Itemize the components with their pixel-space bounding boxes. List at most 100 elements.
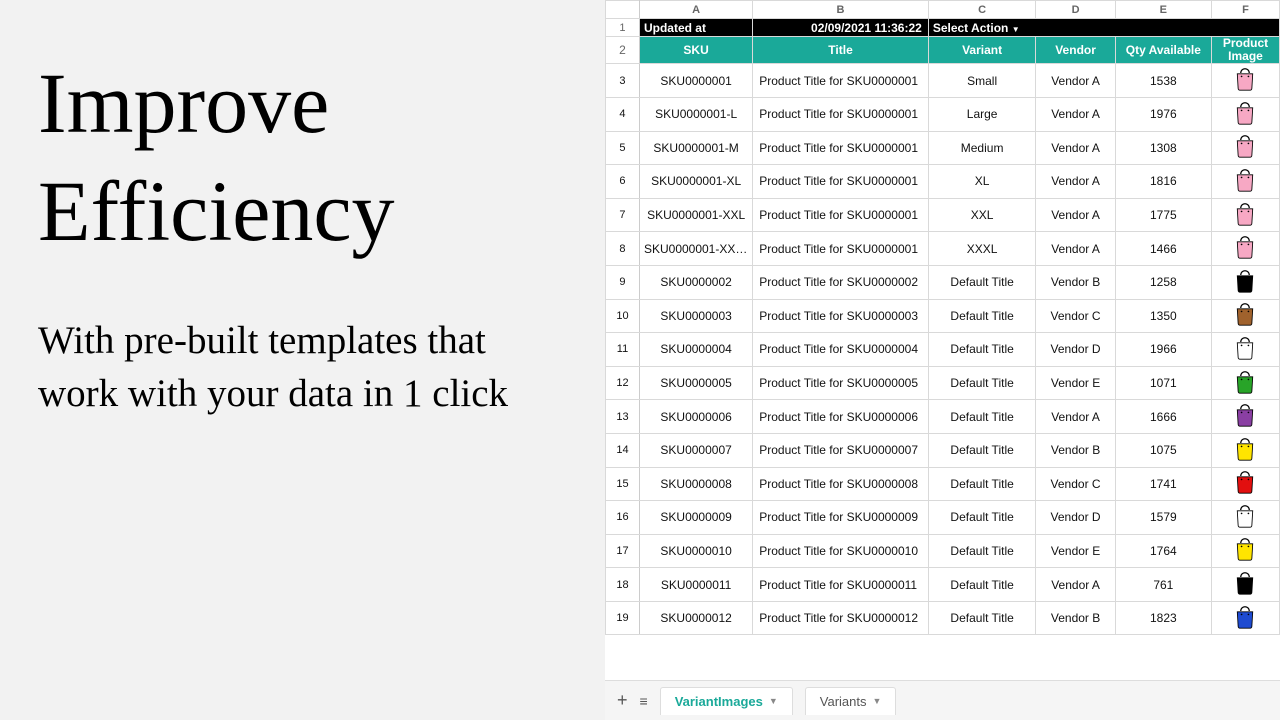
cell-vendor[interactable]: Vendor D — [1036, 333, 1115, 367]
cell-title[interactable]: Product Title for SKU0000010 — [753, 534, 929, 568]
cell-variant[interactable]: Default Title — [928, 601, 1036, 635]
cell-vendor[interactable]: Vendor B — [1036, 601, 1115, 635]
cell-sku[interactable]: SKU0000001-XXL — [639, 198, 752, 232]
row-num[interactable]: 16 — [606, 501, 640, 535]
cell-qty[interactable]: 1976 — [1115, 97, 1211, 131]
table-row[interactable]: 14 SKU0000007 Product Title for SKU00000… — [606, 433, 1280, 467]
cell-sku[interactable]: SKU0000002 — [639, 265, 752, 299]
row-num[interactable]: 12 — [606, 366, 640, 400]
table-row[interactable]: 16 SKU0000009 Product Title for SKU00000… — [606, 501, 1280, 535]
table-row[interactable]: 17 SKU0000010 Product Title for SKU00000… — [606, 534, 1280, 568]
row-num[interactable]: 4 — [606, 97, 640, 131]
row-num[interactable]: 8 — [606, 232, 640, 266]
cell-sku[interactable]: SKU0000001 — [639, 64, 752, 98]
cell-vendor[interactable]: Vendor A — [1036, 64, 1115, 98]
cell-image[interactable] — [1211, 265, 1279, 299]
cell-image[interactable] — [1211, 333, 1279, 367]
table-row[interactable]: 9 SKU0000002 Product Title for SKU000000… — [606, 265, 1280, 299]
cell-image[interactable] — [1211, 467, 1279, 501]
table-row[interactable]: 18 SKU0000011 Product Title for SKU00000… — [606, 568, 1280, 602]
tab-variant-images[interactable]: VariantImages ▼ — [660, 687, 793, 715]
cell-vendor[interactable]: Vendor A — [1036, 131, 1115, 165]
select-action-dropdown[interactable]: Select Action ▼ — [928, 19, 1279, 37]
cell-qty[interactable]: 1075 — [1115, 433, 1211, 467]
cell-title[interactable]: Product Title for SKU0000001 — [753, 64, 929, 98]
cell-qty[interactable]: 1350 — [1115, 299, 1211, 333]
row-num[interactable]: 15 — [606, 467, 640, 501]
row-num[interactable]: 19 — [606, 601, 640, 635]
cell-variant[interactable]: Default Title — [928, 366, 1036, 400]
cell-sku[interactable]: SKU0000005 — [639, 366, 752, 400]
cell-image[interactable] — [1211, 501, 1279, 535]
cell-qty[interactable]: 1466 — [1115, 232, 1211, 266]
cell-sku[interactable]: SKU0000012 — [639, 601, 752, 635]
header-title[interactable]: Title — [753, 37, 929, 64]
cell-image[interactable] — [1211, 165, 1279, 199]
cell-title[interactable]: Product Title for SKU0000009 — [753, 501, 929, 535]
cell-variant[interactable]: Default Title — [928, 265, 1036, 299]
tab-variants[interactable]: Variants ▼ — [805, 687, 897, 715]
header-vendor[interactable]: Vendor — [1036, 37, 1115, 64]
cell-image[interactable] — [1211, 232, 1279, 266]
cell-sku[interactable]: SKU0000003 — [639, 299, 752, 333]
cell-sku[interactable]: SKU0000007 — [639, 433, 752, 467]
cell-title[interactable]: Product Title for SKU0000001 — [753, 131, 929, 165]
header-variant[interactable]: Variant — [928, 37, 1036, 64]
cell-sku[interactable]: SKU0000004 — [639, 333, 752, 367]
cell-image[interactable] — [1211, 568, 1279, 602]
cell-title[interactable]: Product Title for SKU0000011 — [753, 568, 929, 602]
table-row[interactable]: 10 SKU0000003 Product Title for SKU00000… — [606, 299, 1280, 333]
cell-image[interactable] — [1211, 534, 1279, 568]
table-row[interactable]: 5 SKU0000001-M Product Title for SKU0000… — [606, 131, 1280, 165]
cell-variant[interactable]: Small — [928, 64, 1036, 98]
cell-variant[interactable]: XXXL — [928, 232, 1036, 266]
cell-sku[interactable]: SKU0000001-XXXL — [639, 232, 752, 266]
cell-title[interactable]: Product Title for SKU0000012 — [753, 601, 929, 635]
cell-image[interactable] — [1211, 131, 1279, 165]
cell-title[interactable]: Product Title for SKU0000006 — [753, 400, 929, 434]
cell-image[interactable] — [1211, 97, 1279, 131]
row-num[interactable]: 17 — [606, 534, 640, 568]
cell-qty[interactable]: 1579 — [1115, 501, 1211, 535]
all-sheets-button[interactable]: ≡ — [640, 693, 648, 709]
cell-sku[interactable]: SKU0000006 — [639, 400, 752, 434]
cell-variant[interactable]: Default Title — [928, 433, 1036, 467]
cell-qty[interactable]: 1816 — [1115, 165, 1211, 199]
cell-vendor[interactable]: Vendor A — [1036, 165, 1115, 199]
cell-qty[interactable]: 1666 — [1115, 400, 1211, 434]
table-row[interactable]: 13 SKU0000006 Product Title for SKU00000… — [606, 400, 1280, 434]
cell-qty[interactable]: 1823 — [1115, 601, 1211, 635]
cell-sku[interactable]: SKU0000001-L — [639, 97, 752, 131]
cell-vendor[interactable]: Vendor A — [1036, 97, 1115, 131]
add-sheet-button[interactable]: + — [617, 690, 628, 711]
col-f[interactable]: F — [1211, 1, 1279, 19]
row-num[interactable]: 1 — [606, 19, 640, 37]
table-row[interactable]: 12 SKU0000005 Product Title for SKU00000… — [606, 366, 1280, 400]
cell-vendor[interactable]: Vendor E — [1036, 366, 1115, 400]
cell-vendor[interactable]: Vendor C — [1036, 299, 1115, 333]
table-row[interactable]: 8 SKU0000001-XXXL Product Title for SKU0… — [606, 232, 1280, 266]
col-c[interactable]: C — [928, 1, 1036, 19]
chevron-down-icon[interactable]: ▼ — [873, 696, 882, 706]
col-b[interactable]: B — [753, 1, 929, 19]
header-image[interactable]: Product Image — [1211, 37, 1279, 64]
cell-qty[interactable]: 1966 — [1115, 333, 1211, 367]
row-num[interactable]: 7 — [606, 198, 640, 232]
row-num[interactable]: 9 — [606, 265, 640, 299]
cell-qty[interactable]: 761 — [1115, 568, 1211, 602]
cell-qty[interactable]: 1775 — [1115, 198, 1211, 232]
header-sku[interactable]: SKU — [639, 37, 752, 64]
cell-variant[interactable]: Default Title — [928, 400, 1036, 434]
row-num[interactable]: 6 — [606, 165, 640, 199]
cell-image[interactable] — [1211, 366, 1279, 400]
cell-vendor[interactable]: Vendor A — [1036, 198, 1115, 232]
cell-title[interactable]: Product Title for SKU0000001 — [753, 232, 929, 266]
table-row[interactable]: 19 SKU0000012 Product Title for SKU00000… — [606, 601, 1280, 635]
cell-vendor[interactable]: Vendor A — [1036, 400, 1115, 434]
cell-title[interactable]: Product Title for SKU0000005 — [753, 366, 929, 400]
row-num[interactable]: 2 — [606, 37, 640, 64]
row-num[interactable]: 11 — [606, 333, 640, 367]
cell-variant[interactable]: XL — [928, 165, 1036, 199]
cell-image[interactable] — [1211, 433, 1279, 467]
cell-title[interactable]: Product Title for SKU0000001 — [753, 97, 929, 131]
